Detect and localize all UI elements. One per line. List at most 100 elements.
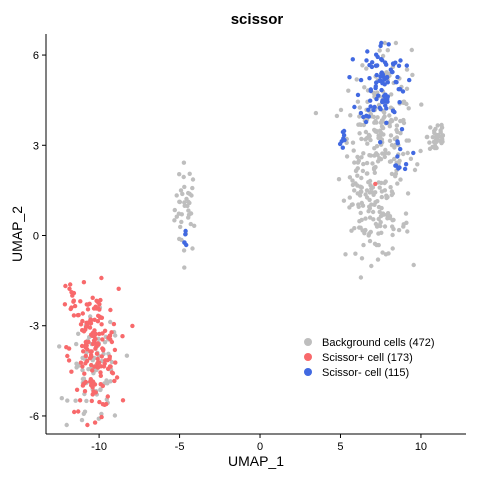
data-point bbox=[398, 131, 403, 136]
data-point bbox=[379, 57, 384, 62]
data-point bbox=[108, 307, 113, 313]
data-point bbox=[355, 99, 361, 104]
data-point bbox=[83, 361, 88, 366]
data-point bbox=[188, 221, 193, 227]
data-point bbox=[385, 48, 390, 53]
data-point bbox=[343, 252, 348, 257]
series-1 bbox=[62, 181, 378, 428]
data-point bbox=[390, 232, 395, 238]
data-point bbox=[172, 207, 177, 213]
data-point bbox=[192, 223, 197, 228]
x-tick-label: 10 bbox=[415, 441, 427, 453]
data-point bbox=[111, 321, 117, 327]
data-point bbox=[95, 341, 100, 346]
data-point bbox=[91, 306, 97, 311]
data-point bbox=[395, 74, 400, 80]
data-point bbox=[379, 40, 384, 46]
data-point bbox=[124, 353, 130, 358]
data-point bbox=[81, 376, 87, 381]
data-point bbox=[113, 333, 118, 338]
data-point bbox=[186, 212, 192, 217]
data-point bbox=[371, 192, 376, 197]
y-tick-label: 6 bbox=[33, 50, 39, 62]
data-point bbox=[383, 147, 388, 153]
data-point bbox=[375, 63, 380, 68]
data-point bbox=[372, 146, 377, 151]
data-point bbox=[361, 151, 366, 156]
data-point bbox=[385, 99, 390, 104]
x-tick-label: 0 bbox=[257, 441, 263, 453]
data-point bbox=[399, 127, 405, 132]
data-point bbox=[81, 280, 87, 285]
data-point bbox=[95, 356, 100, 362]
data-point bbox=[390, 246, 395, 251]
data-point bbox=[374, 96, 379, 102]
data-point bbox=[190, 177, 196, 182]
data-point bbox=[181, 160, 187, 165]
data-point bbox=[359, 136, 364, 142]
data-point bbox=[377, 48, 382, 53]
data-point bbox=[355, 173, 360, 178]
data-point bbox=[67, 286, 72, 291]
data-point bbox=[380, 250, 385, 255]
data-point bbox=[387, 138, 393, 143]
data-point bbox=[381, 115, 386, 121]
data-point bbox=[187, 200, 192, 206]
data-point bbox=[102, 340, 108, 345]
data-point bbox=[76, 331, 81, 336]
points-layer bbox=[57, 40, 446, 428]
data-point bbox=[89, 354, 94, 359]
data-point bbox=[341, 128, 347, 134]
data-point bbox=[360, 168, 366, 174]
data-point bbox=[62, 302, 68, 307]
data-point bbox=[355, 160, 361, 165]
data-point bbox=[79, 417, 85, 423]
data-point bbox=[98, 373, 104, 378]
data-point bbox=[380, 125, 386, 131]
data-point bbox=[116, 286, 121, 291]
data-point bbox=[418, 148, 423, 154]
data-point bbox=[389, 171, 395, 177]
data-point bbox=[94, 298, 99, 303]
data-point bbox=[361, 114, 366, 120]
data-point bbox=[179, 219, 184, 225]
data-point bbox=[371, 107, 376, 113]
data-point bbox=[79, 343, 85, 349]
data-point bbox=[97, 399, 102, 405]
data-point bbox=[361, 242, 366, 248]
data-point bbox=[363, 216, 368, 221]
data-point bbox=[401, 99, 406, 105]
data-point bbox=[367, 206, 373, 211]
data-point bbox=[375, 152, 380, 158]
data-point bbox=[358, 110, 364, 116]
data-point bbox=[377, 185, 382, 190]
data-point bbox=[383, 179, 388, 184]
data-point bbox=[75, 313, 81, 318]
data-point bbox=[92, 364, 97, 369]
data-point bbox=[376, 180, 381, 185]
data-point bbox=[396, 63, 402, 68]
data-point bbox=[411, 262, 416, 268]
data-point bbox=[400, 89, 406, 94]
data-point bbox=[92, 420, 98, 425]
series-2 bbox=[182, 40, 416, 248]
legend-swatch bbox=[304, 338, 312, 346]
data-point bbox=[364, 160, 370, 166]
data-point bbox=[379, 194, 384, 200]
data-point bbox=[348, 113, 353, 118]
data-point bbox=[107, 354, 113, 359]
data-point bbox=[366, 114, 371, 119]
legend-label: Background cells (472) bbox=[322, 337, 435, 349]
ticks-layer: -10 -5 0 5 10 -6 -3 0 3 6 bbox=[29, 50, 427, 453]
data-point bbox=[434, 145, 439, 151]
data-point bbox=[84, 398, 89, 404]
data-point bbox=[340, 145, 345, 150]
data-point bbox=[392, 156, 397, 162]
data-point bbox=[353, 181, 358, 186]
data-point bbox=[403, 211, 409, 216]
data-point bbox=[96, 313, 101, 318]
data-point bbox=[376, 231, 381, 236]
data-point bbox=[383, 252, 389, 257]
data-point bbox=[374, 224, 380, 229]
